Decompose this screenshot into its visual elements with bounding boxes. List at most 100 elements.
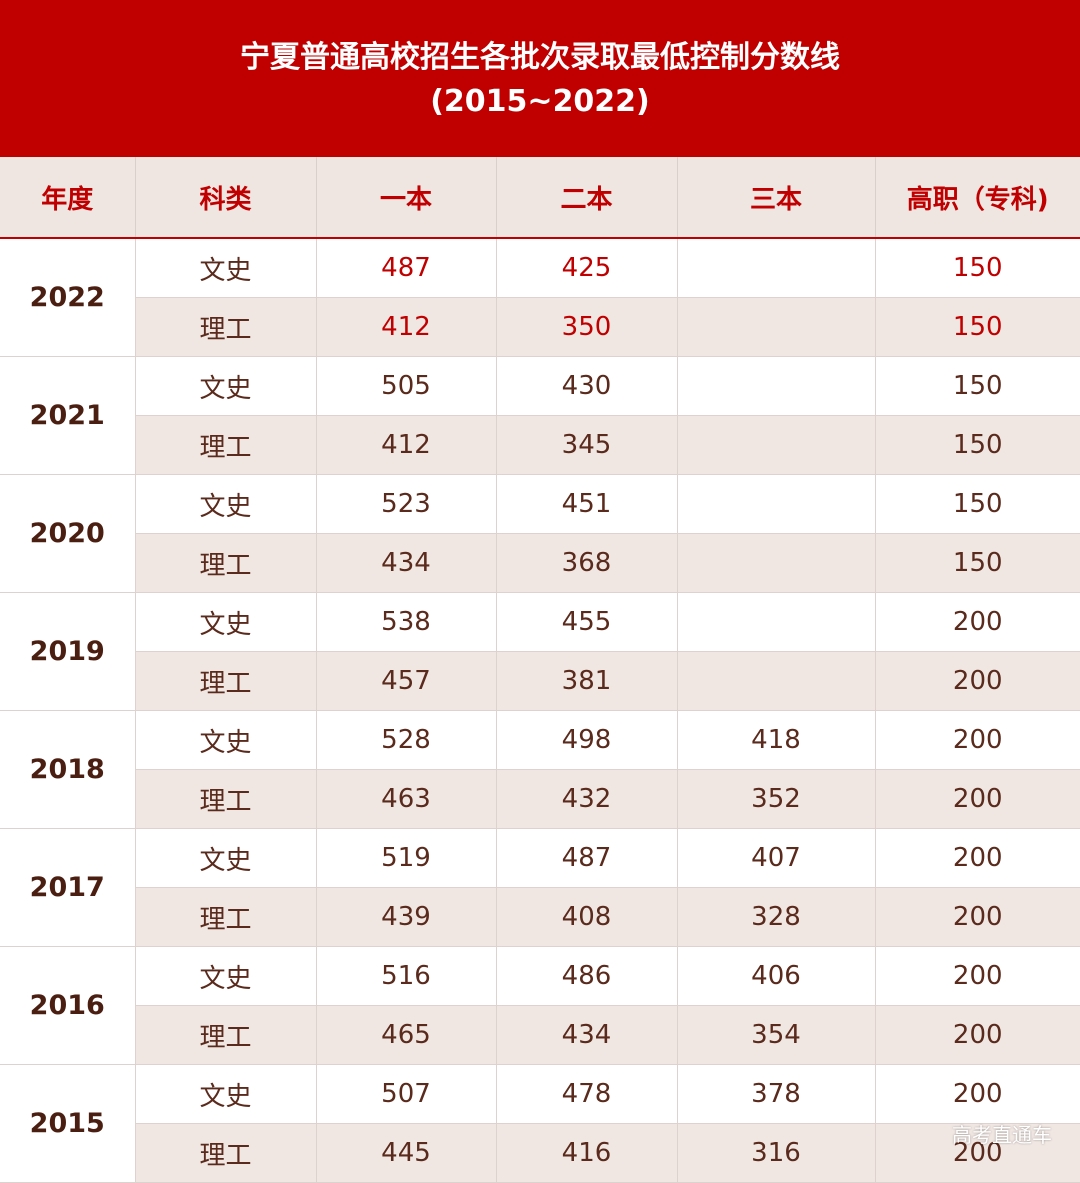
tier2-cell: 451 [496, 474, 678, 534]
watermark: 高考直通车 [952, 1123, 1052, 1147]
header-tier1: 一本 [316, 157, 497, 239]
year-cell: 2020 [0, 474, 136, 593]
title-banner: 宁夏普通高校招生各批次录取最低控制分数线 (2015~2022) [0, 0, 1080, 157]
tier3-cell [677, 592, 876, 652]
header-vocational: 高职（专科) [875, 157, 1080, 239]
score-table: 年度 科类 一本 二本 三本 高职（专科) 2022 文史 487 425 150 理工 4… [0, 157, 1080, 1183]
page-subtitle: (2015~2022) [430, 84, 650, 119]
tier3-cell [677, 533, 876, 593]
vocational-cell: 200 [875, 1064, 1080, 1124]
subject-cell: 理工 [135, 887, 317, 947]
tier3-cell [677, 297, 876, 357]
subject-cell: 文史 [135, 1064, 317, 1124]
tier2-cell: 368 [496, 533, 678, 593]
subject-cell: 理工 [135, 651, 317, 711]
tier1-cell: 523 [316, 474, 497, 534]
tier3-cell: 378 [677, 1064, 876, 1124]
subject-cell: 理工 [135, 533, 317, 593]
tier2-cell: 455 [496, 592, 678, 652]
table-row: 理工 412 345 150 [0, 415, 1080, 475]
year-cell: 2021 [0, 356, 136, 475]
subject-cell: 文史 [135, 592, 317, 652]
tier2-cell: 434 [496, 1005, 678, 1065]
tier1-cell: 528 [316, 710, 497, 770]
table-row: 理工 463 432 352 200 [0, 769, 1080, 829]
subject-cell: 文史 [135, 946, 317, 1006]
tier2-cell: 408 [496, 887, 678, 947]
tier1-cell: 465 [316, 1005, 497, 1065]
vocational-cell: 200 [875, 946, 1080, 1006]
tier3-cell [677, 356, 876, 416]
tier3-cell [677, 415, 876, 475]
subject-cell: 理工 [135, 769, 317, 829]
table-row: 理工 457 381 200 [0, 651, 1080, 711]
tier2-cell: 381 [496, 651, 678, 711]
year-cell: 2017 [0, 828, 136, 947]
tier3-cell: 406 [677, 946, 876, 1006]
tier2-cell: 498 [496, 710, 678, 770]
tier3-cell: 354 [677, 1005, 876, 1065]
table-row: 2016 文史 516 486 406 200 [0, 946, 1080, 1065]
tier3-cell [677, 474, 876, 534]
table-body: 2022 文史 487 425 150 理工 412 350 150 2021 文史 505 430 15… [0, 238, 1080, 1183]
tier2-cell: 425 [496, 238, 678, 298]
tier2-cell: 430 [496, 356, 678, 416]
vocational-cell: 200 [875, 1005, 1080, 1065]
tier1-cell: 516 [316, 946, 497, 1006]
table-row: 2018 文史 528 498 418 200 [0, 710, 1080, 829]
table-row: 2019 文史 538 455 200 [0, 592, 1080, 711]
tier2-cell: 478 [496, 1064, 678, 1124]
table-row: 2021 文史 505 430 150 [0, 356, 1080, 475]
vocational-cell: 200 [875, 1123, 1080, 1183]
tier3-cell: 407 [677, 828, 876, 888]
tier2-cell: 487 [496, 828, 678, 888]
year-cell: 2015 [0, 1064, 136, 1183]
tier2-cell: 432 [496, 769, 678, 829]
tier1-cell: 538 [316, 592, 497, 652]
table-row: 理工 434 368 150 [0, 533, 1080, 593]
tier2-cell: 345 [496, 415, 678, 475]
tier1-cell: 412 [316, 297, 497, 357]
header-tier2: 二本 [496, 157, 678, 239]
page-title: 宁夏普通高校招生各批次录取最低控制分数线 [240, 40, 840, 75]
tier1-cell: 507 [316, 1064, 497, 1124]
table-row: 2017 文史 519 487 407 200 [0, 828, 1080, 947]
vocational-cell: 150 [875, 356, 1080, 416]
tier1-cell: 412 [316, 415, 497, 475]
table-row: 2022 文史 487 425 150 [0, 238, 1080, 357]
tier1-cell: 505 [316, 356, 497, 416]
table-row: 理工 412 350 150 [0, 297, 1080, 357]
subject-cell: 理工 [135, 1123, 317, 1183]
tier2-cell: 416 [496, 1123, 678, 1183]
subject-cell: 文史 [135, 710, 317, 770]
vocational-cell: 150 [875, 474, 1080, 534]
year-cell: 2019 [0, 592, 136, 711]
tier1-cell: 463 [316, 769, 497, 829]
subject-cell: 理工 [135, 297, 317, 357]
tier1-cell: 445 [316, 1123, 497, 1183]
table-row: 2020 文史 523 451 150 [0, 474, 1080, 593]
header-row: 年度 科类 一本 二本 三本 高职（专科) [0, 157, 1080, 239]
tier3-cell: 352 [677, 769, 876, 829]
vocational-cell: 150 [875, 238, 1080, 298]
vocational-cell: 200 [875, 828, 1080, 888]
table-row: 2015 文史 507 478 378 200 [0, 1064, 1080, 1183]
tier1-cell: 439 [316, 887, 497, 947]
tier1-cell: 434 [316, 533, 497, 593]
tier2-cell: 486 [496, 946, 678, 1006]
tier3-cell [677, 238, 876, 298]
subject-cell: 理工 [135, 415, 317, 475]
header-tier3: 三本 [677, 157, 876, 239]
subject-cell: 理工 [135, 1005, 317, 1065]
subject-cell: 文史 [135, 356, 317, 416]
vocational-cell: 200 [875, 710, 1080, 770]
header-year: 年度 [0, 157, 136, 239]
vocational-cell: 200 [875, 769, 1080, 829]
tier1-cell: 487 [316, 238, 497, 298]
subject-cell: 文史 [135, 474, 317, 534]
year-cell: 2022 [0, 238, 136, 357]
table-row: 理工 465 434 354 200 [0, 1005, 1080, 1065]
tier3-cell: 316 [677, 1123, 876, 1183]
table-row: 理工 439 408 328 200 [0, 887, 1080, 947]
tier3-cell [677, 651, 876, 711]
